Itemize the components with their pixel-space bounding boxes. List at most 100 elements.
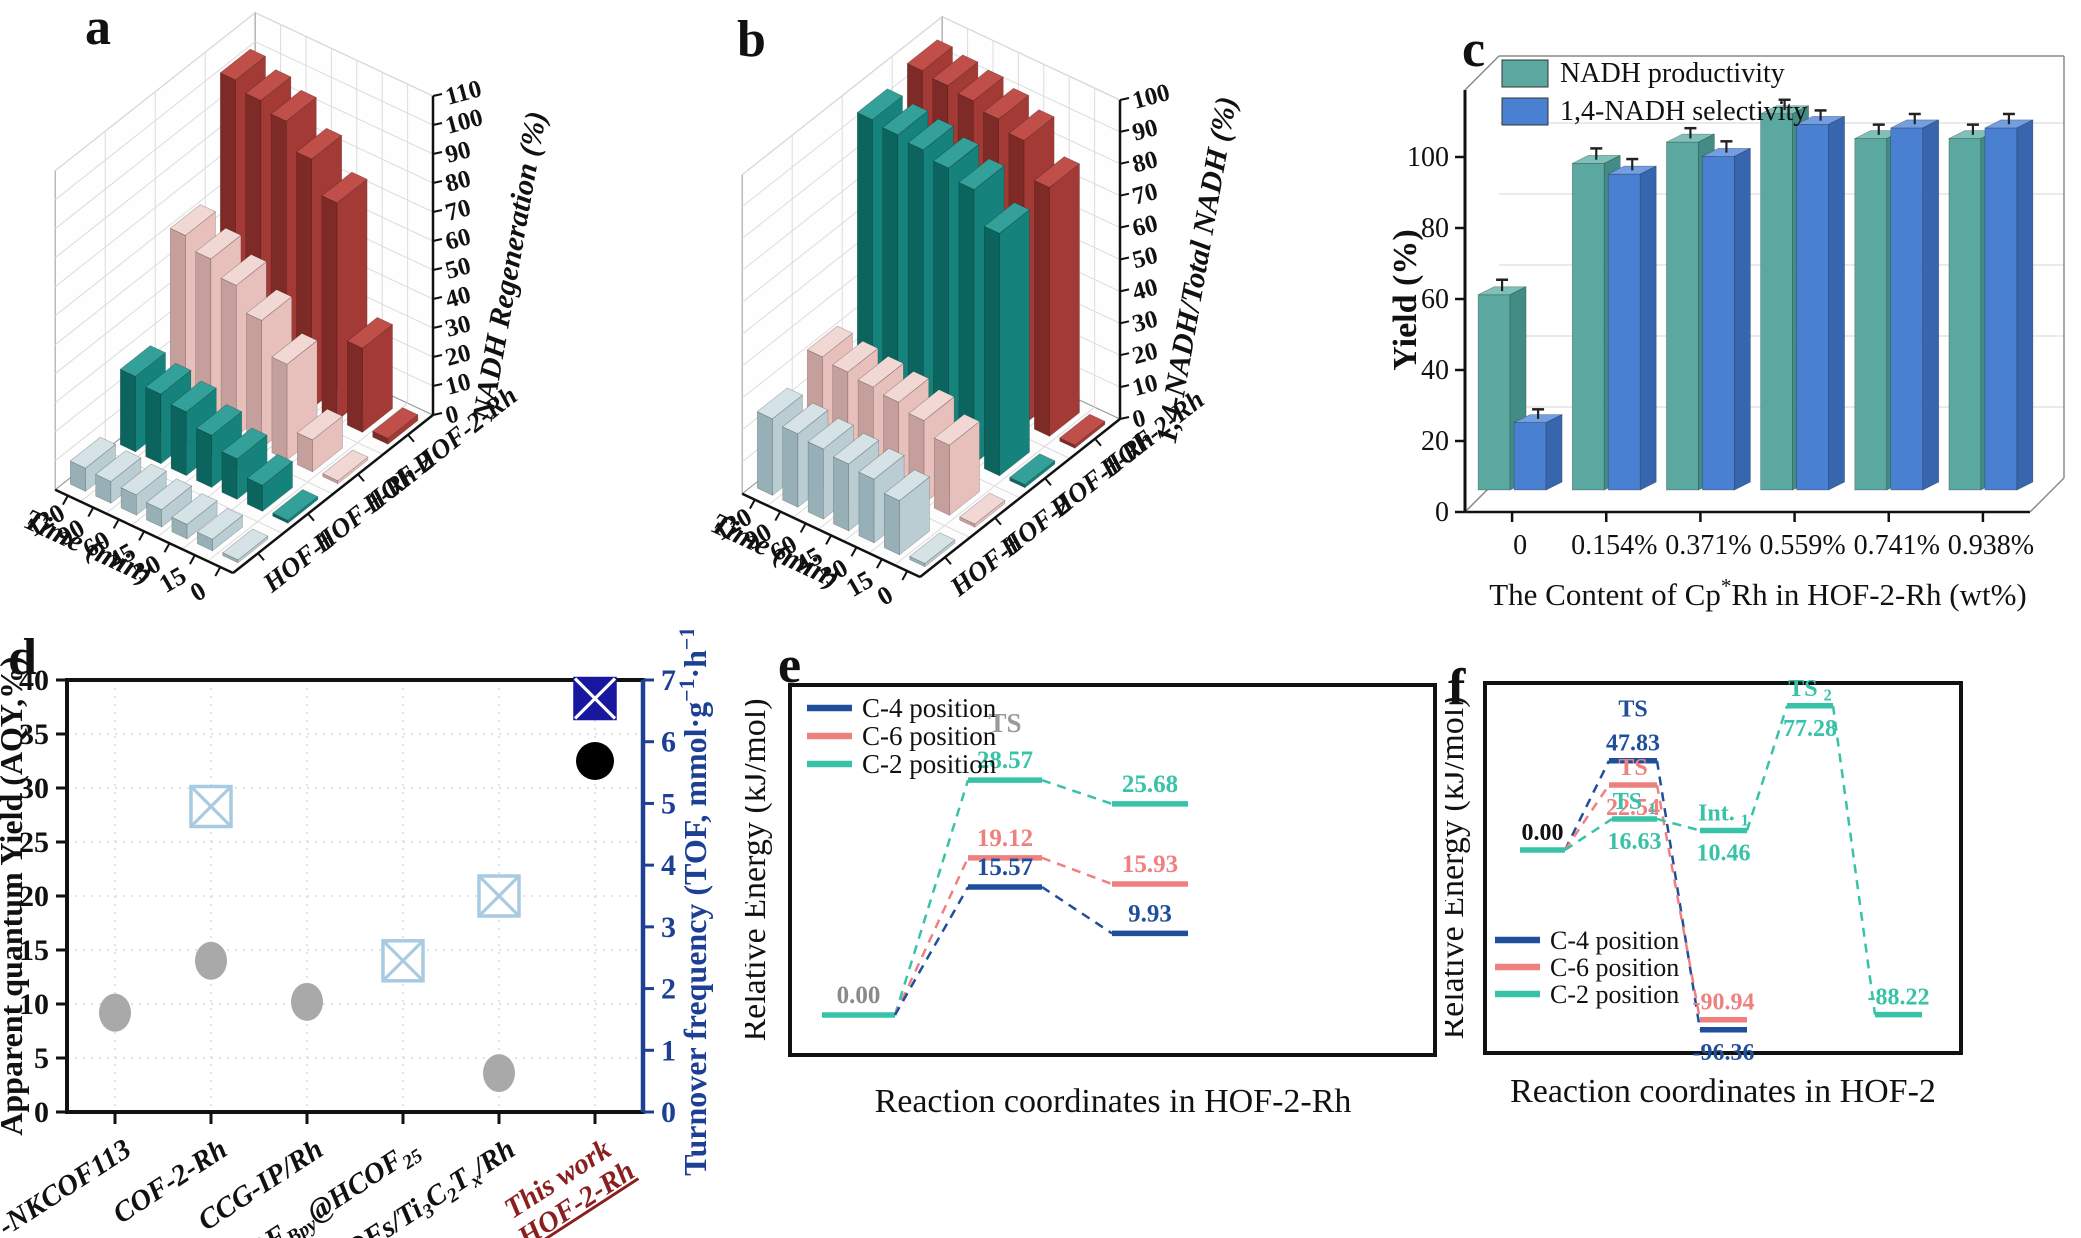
panel-letter-f: f: [1448, 659, 1466, 716]
legend-swatch: [1501, 97, 1549, 126]
right-y-tick-label: 2: [661, 973, 676, 1006]
time-tick-label: 0: [872, 580, 898, 612]
z-tick-label: 20: [443, 339, 474, 372]
z-tick-label: 100: [1130, 79, 1173, 115]
ts-value: 28.57: [977, 747, 1033, 774]
right-y-tick-label: 6: [661, 726, 676, 759]
plot-frame: [788, 683, 1437, 1057]
panel-letter-a: a: [85, 0, 111, 56]
panel-d: 051015202530354001234567RhCp*-NKCOF113CO…: [0, 630, 745, 1238]
z-axis-title: NADH Regeneration (%): [466, 109, 553, 424]
bars-3d: [756, 39, 1106, 568]
level-value: 77.28: [1783, 716, 1837, 742]
left-y-tick-label: 30: [19, 772, 49, 805]
level-value: -88.22: [1868, 985, 1930, 1011]
legend-label: C-6 position: [1550, 953, 1679, 982]
z-tick-label: 40: [443, 281, 474, 314]
right-y-tick-label: 5: [661, 787, 676, 820]
left-y-tick-label: 20: [19, 880, 49, 913]
aqy-highlight-point: [576, 742, 614, 780]
level-title: TS 1: [1613, 789, 1657, 818]
series-HOF-2-Rh: [219, 48, 419, 445]
legend-label: C-2 position: [1550, 980, 1679, 1009]
left-y-tick-label: 25: [19, 826, 49, 859]
right-y-tick-label: 3: [661, 911, 676, 944]
z-tick-label: 40: [1130, 274, 1161, 307]
level-title: TS: [1618, 697, 1647, 723]
right-y-tick-label: 0: [661, 1096, 676, 1129]
z-tick-label: 20: [1130, 337, 1161, 370]
legend-swatch: [1501, 59, 1549, 88]
z-tick-label: 60: [443, 223, 474, 256]
gridlines: [67, 680, 643, 1112]
axes: 0 20 40 60 80 100 0 0.154% 0.371% 0.559% 0.741% 0.9…: [1407, 142, 2034, 561]
z-tick-label: 10: [1130, 369, 1161, 402]
bars-3d: [69, 48, 419, 564]
z-tick-label: 90: [443, 136, 474, 169]
left-y-tick-label: 40: [19, 664, 49, 697]
y-axis-title: Yield (%): [1390, 229, 1424, 370]
legend-label: C-4 position: [862, 693, 997, 723]
legend-label: C-4 position: [1550, 926, 1679, 955]
aqy-point: [99, 993, 131, 1032]
z-tick-label: 30: [1130, 306, 1161, 339]
right-y-tick-label: 4: [661, 849, 676, 882]
series-HOF-1-Rh: [856, 88, 1056, 489]
svg-text:RhCp*-NKCOF113: RhCp*-NKCOF113: [0, 1131, 137, 1238]
bars: [1477, 105, 2034, 491]
z-tick-label: 70: [443, 194, 474, 227]
y-axis-title: Relative Energy (kJ/mol): [745, 698, 773, 1041]
x-axis-title: Reaction coordinates in HOF-2-Rh: [875, 1083, 1352, 1120]
level-title: Int. 1: [1698, 800, 1749, 829]
ts-title: TS: [988, 708, 1021, 738]
y-tick-label: 60: [1421, 284, 1449, 315]
x-tick-label: 0.154%: [1571, 530, 1657, 561]
series-HOF-1-Rh: [119, 345, 319, 524]
panel-letter-c: c: [1462, 21, 1486, 78]
data-points: [99, 676, 617, 1093]
level-value: -96.36: [1693, 1040, 1755, 1066]
panel-c-chart: 0 20 40 60 80 100 0 0.154% 0.371% 0.559% 0.741% 0.9…: [1390, 55, 2065, 612]
series-HOF-2: [169, 204, 369, 485]
error-bars: [1496, 98, 2015, 419]
legend: NADH productivity 1,4-NADH selectivity: [1501, 58, 1807, 127]
right-y-axis-title: Turnover frequency (TOF, mmol·g−1·h−1): [675, 630, 713, 1176]
right-y-tick-label: 1: [661, 1034, 676, 1067]
aqy-point: [483, 1054, 515, 1093]
legend-label: NADH productivity: [1560, 58, 1785, 89]
y-axis-title: Relative Energy (kJ/mol): [1445, 696, 1471, 1039]
level-value: 0.00: [1522, 820, 1564, 846]
x-tick-label: 0.559%: [1759, 530, 1845, 561]
level-title: TS 2: [1788, 676, 1832, 705]
left-y-axis-title: Apparent quantum Yield (AQY,%): [0, 656, 29, 1135]
plot-frame: [1483, 681, 1963, 1055]
ts-value: 15.57: [977, 854, 1033, 881]
panel-d-chart: 051015202530354001234567RhCp*-NKCOF113CO…: [0, 630, 713, 1238]
left-y-tick-label: 10: [19, 988, 49, 1021]
axes: 051015202530354001234567RhCp*-NKCOF113CO…: [0, 664, 676, 1238]
level-value: 22.54: [1606, 795, 1660, 821]
z-tick-label: 80: [443, 165, 474, 198]
level-value: 10.46: [1697, 840, 1751, 866]
aqy-point: [195, 941, 227, 980]
x-tick-label: 0: [1513, 530, 1527, 561]
z-tick-label: 70: [1130, 178, 1161, 211]
z-tick-label: 90: [1130, 114, 1161, 147]
product-value: 9.93: [1128, 900, 1172, 927]
level-value: 47.83: [1606, 731, 1660, 757]
panel-b: 0 10 20 30 40 50 60 70 80 90 100 1,4-NADH/Total NAD…: [700, 0, 1390, 630]
x-tick-label: 0.741%: [1854, 530, 1940, 561]
aqy-point: [291, 982, 323, 1021]
left-y-tick-label: 0: [34, 1096, 49, 1129]
z-tick-label: 80: [1130, 146, 1161, 179]
legend-label: 1,4-NADH selectivity: [1560, 96, 1807, 127]
x-axis-title: The Content of Cp*Rh in HOF-2-Rh (wt%): [1489, 574, 2027, 612]
level-value: -90.94: [1693, 990, 1755, 1016]
energy-levels: [822, 777, 1188, 1018]
